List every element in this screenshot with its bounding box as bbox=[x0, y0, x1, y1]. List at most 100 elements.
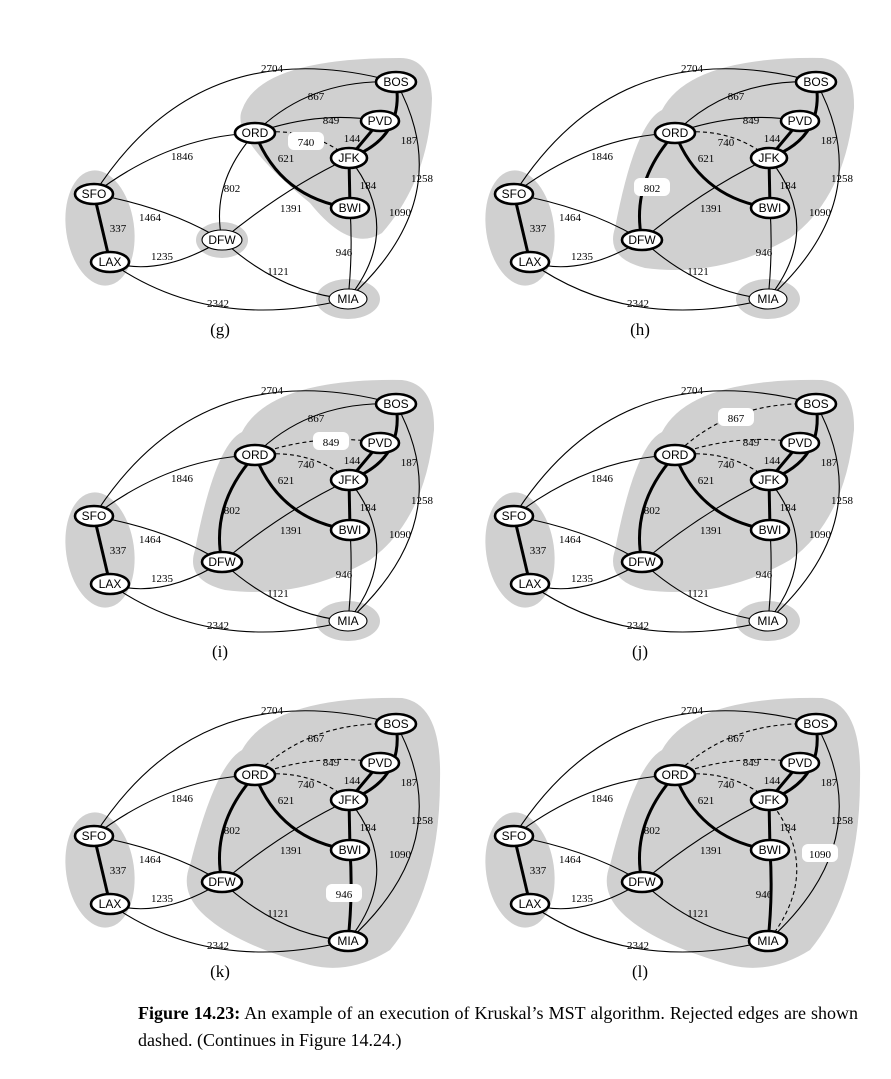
edge-weight-text: 1846 bbox=[591, 151, 614, 163]
edge-weight-text: 184 bbox=[780, 180, 797, 192]
node-shape bbox=[749, 838, 791, 862]
edge-weight-sfo-ord: 1846 bbox=[171, 473, 194, 485]
node-jfk: JFK bbox=[749, 146, 789, 170]
node-bos: BOS bbox=[794, 712, 838, 736]
edge-lax-mia bbox=[109, 261, 349, 311]
node-pvd: PVD bbox=[779, 431, 821, 455]
edge-weight-text: 1235 bbox=[151, 573, 174, 585]
node-mia: MIA bbox=[748, 288, 788, 310]
node-label: DFW bbox=[208, 875, 236, 889]
edge-weight-text: 867 bbox=[308, 733, 325, 745]
edge-sfo-lax-tree bbox=[92, 835, 112, 905]
node-mia: MIA bbox=[328, 610, 368, 632]
edge-jfk-mia bbox=[767, 157, 798, 300]
caption-figure-label: Figure 14.23: bbox=[138, 1003, 241, 1023]
node-label: ORD bbox=[662, 448, 689, 462]
edge-weight-lax-dfw: 1235 bbox=[151, 251, 174, 263]
node-mia: MIA bbox=[328, 288, 368, 310]
panel-g: 2704 1846 1464 337 1235 2342 867 849 740 621 802 14… bbox=[10, 28, 434, 348]
edge-weight-text: 1464 bbox=[139, 854, 162, 866]
edge-lax-mia bbox=[109, 583, 349, 633]
edge-weight-text: 1235 bbox=[151, 893, 174, 905]
edge-weight-jfk-mia: 1090 bbox=[809, 529, 832, 541]
edge-weight-text: 2704 bbox=[681, 63, 704, 75]
node-dfw: DFW bbox=[620, 550, 664, 574]
edge-lax-mia bbox=[529, 903, 769, 953]
node-bos: BOS bbox=[794, 392, 838, 416]
node-shape bbox=[749, 468, 789, 492]
node-shape bbox=[749, 518, 791, 542]
node-bos: BOS bbox=[374, 712, 418, 736]
edge-weight-ord-pvd: 849 bbox=[323, 115, 340, 127]
edge-weight-jfk-dfw: 1391 bbox=[700, 845, 722, 857]
node-label: BOS bbox=[383, 717, 408, 731]
node-pvd: PVD bbox=[779, 751, 821, 775]
edge-weight-ord-bwi: 621 bbox=[278, 475, 295, 487]
edge-weight-text: 946 bbox=[336, 889, 353, 901]
node-shape bbox=[748, 610, 788, 632]
edge-weight-jfk-dfw: 1391 bbox=[280, 525, 302, 537]
edge-weight-lax-mia: 2342 bbox=[627, 298, 649, 310]
node-label: MIA bbox=[757, 614, 778, 628]
edge-weight-ord-bwi: 621 bbox=[278, 795, 295, 807]
edge-weight-text: 2704 bbox=[681, 705, 704, 717]
edge-ord-dfw-tree bbox=[218, 773, 257, 883]
node-shape bbox=[89, 892, 131, 916]
node-label: BWI bbox=[759, 523, 782, 537]
node-shape bbox=[794, 70, 838, 94]
node-ord: ORD bbox=[653, 443, 697, 467]
edge-weight-pvd-jfk: 144 bbox=[764, 775, 781, 787]
edge-bos-mia bbox=[347, 81, 420, 300]
edge-weight-bwi-mia: 946 bbox=[336, 247, 353, 259]
edge-weight-sfo-dfw: 1464 bbox=[139, 212, 162, 224]
edge-weight-sfo-lax: 337 bbox=[530, 545, 547, 557]
edge-weight-text: 337 bbox=[110, 223, 127, 235]
node-label: LAX bbox=[519, 577, 542, 591]
edge-weight-sfo-bos: 2704 bbox=[261, 705, 284, 717]
edge-weight-text: 621 bbox=[278, 475, 295, 487]
edge-weight-text: 849 bbox=[743, 757, 760, 769]
edge-weight-ord-dfw: 802 bbox=[224, 825, 241, 837]
panel-l: 2704 1846 1464 337 1235 2342 867 849 740 621 802 14… bbox=[430, 670, 861, 990]
node-pvd: PVD bbox=[359, 751, 401, 775]
node-label: MIA bbox=[757, 292, 778, 306]
node-label: BOS bbox=[803, 75, 828, 89]
node-bwi: BWI bbox=[329, 196, 371, 220]
edge-weight-sfo-dfw: 1464 bbox=[139, 534, 162, 546]
edge-weight-text: 946 bbox=[756, 247, 773, 259]
edge-weight-text: 849 bbox=[743, 437, 760, 449]
edge-weight-pvd-jfk: 144 bbox=[764, 455, 781, 467]
node-shape bbox=[329, 838, 371, 862]
edge-weight-text: 1846 bbox=[171, 151, 194, 163]
edge-weight-sfo-dfw: 1464 bbox=[139, 854, 162, 866]
edge-weight-bos-jfk: 187 bbox=[401, 135, 418, 147]
node-label: LAX bbox=[99, 897, 122, 911]
node-shape bbox=[779, 431, 821, 455]
node-shape bbox=[794, 712, 838, 736]
edge-weight-text: 2342 bbox=[207, 298, 229, 310]
edge-weight-text: 187 bbox=[401, 457, 418, 469]
node-ord: ORD bbox=[233, 763, 277, 787]
edge-weight-text: 1846 bbox=[591, 793, 614, 805]
node-shape bbox=[748, 288, 788, 310]
edge-bos-mia bbox=[767, 403, 840, 622]
edge-bos-mia bbox=[767, 723, 840, 942]
node-lax: LAX bbox=[509, 572, 551, 596]
edge-lax-mia bbox=[109, 903, 349, 953]
edge-weight-lax-mia: 2342 bbox=[627, 620, 649, 632]
edge-weight-bos-mia: 1258 bbox=[831, 495, 854, 507]
node-label: BWI bbox=[339, 523, 362, 537]
edge-sfo-lax-tree bbox=[512, 193, 532, 263]
node-shape bbox=[327, 929, 369, 953]
edge-weight-text: 337 bbox=[110, 865, 127, 877]
edge-weight-dfw-mia: 1121 bbox=[267, 266, 289, 278]
edge-weight-ord-pvd: 849 bbox=[743, 437, 760, 449]
edge-weight-sfo-lax: 337 bbox=[110, 223, 127, 235]
edge-weight-text: 184 bbox=[780, 502, 797, 514]
edge-weight-text: 802 bbox=[644, 505, 661, 517]
edge-weight-text: 1235 bbox=[151, 251, 174, 263]
node-label: MIA bbox=[757, 934, 778, 948]
edge-weight-text: 867 bbox=[728, 91, 745, 103]
edge-weight-jfk-bwi: 184 bbox=[780, 502, 797, 514]
